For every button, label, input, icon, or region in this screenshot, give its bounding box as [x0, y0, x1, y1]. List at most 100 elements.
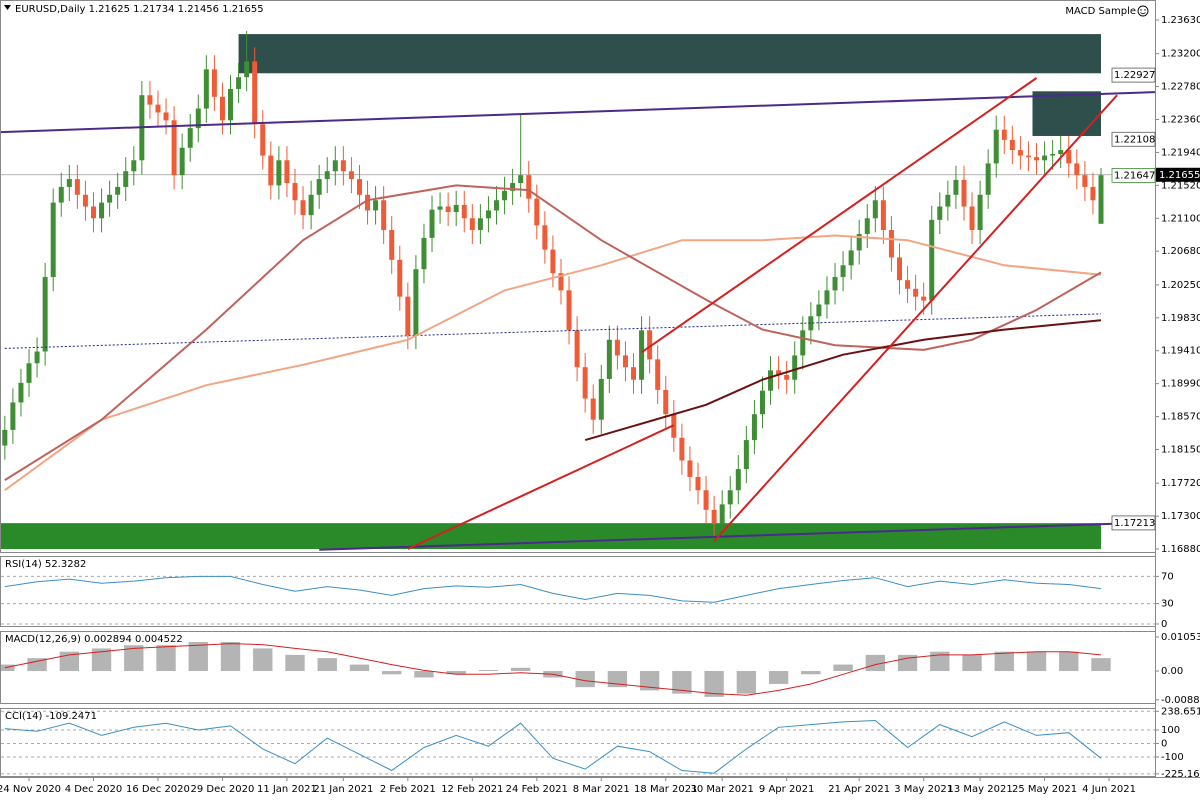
histogram-bar — [962, 654, 982, 672]
candle-body — [115, 186, 121, 195]
histogram-bar — [736, 671, 757, 694]
candle-body — [66, 179, 72, 187]
panel-frame — [0, 556, 1156, 627]
candle-body — [808, 316, 814, 331]
indicator-title: MACD(12,26,9) 0.002894 0.004522 — [5, 634, 183, 645]
overlay-line — [641, 77, 1038, 354]
x-tick-label: 3 May 2021 — [894, 784, 953, 795]
candle-body — [469, 218, 475, 231]
histogram-bar — [1, 664, 15, 672]
candle-body — [977, 194, 983, 231]
histogram-bar — [768, 671, 789, 684]
candle-body — [485, 210, 491, 219]
candle-body — [260, 124, 266, 156]
signal-line — [4, 643, 1102, 696]
candle-body — [945, 194, 951, 207]
candle-body — [2, 429, 8, 446]
candle-body — [598, 378, 604, 420]
expert-label: MACD Sample — [1065, 6, 1136, 17]
indicator-title: RSI(14) 52.3282 — [5, 559, 86, 570]
candle-body — [905, 280, 911, 289]
candle-body — [107, 194, 113, 203]
zone — [238, 34, 1101, 74]
y-tick-label: 238.6517 — [1161, 706, 1200, 717]
x-tick-label: 21 Apr 2021 — [828, 784, 890, 795]
histogram-bar — [188, 641, 208, 672]
chart-title: EURUSD,Daily 1.21625 1.21734 1.21456 1.2… — [15, 4, 264, 15]
x-tick-label: 16 Dec 2020 — [126, 784, 190, 795]
candle-body — [373, 200, 379, 211]
candle-body — [147, 95, 153, 105]
zone — [1, 523, 1101, 550]
candle-body — [647, 330, 653, 360]
candle-body — [308, 194, 314, 216]
candle-body — [252, 61, 258, 125]
candle-body — [1090, 186, 1096, 201]
candle-body — [896, 257, 902, 281]
candle-body — [776, 370, 782, 376]
x-tick-label: 25 May 2021 — [1012, 784, 1077, 795]
y-tick-label: 1.17720 — [1161, 478, 1200, 489]
candle-body — [558, 273, 564, 291]
candle-body — [42, 277, 48, 352]
candle-body — [284, 160, 290, 184]
candle-body — [381, 200, 387, 231]
x-tick-label: 13 May 2021 — [947, 784, 1012, 795]
symbol-menu-icon[interactable] — [4, 5, 11, 10]
candle-body — [477, 218, 483, 231]
expert-icon[interactable] — [1137, 5, 1149, 17]
candle-body — [228, 88, 234, 121]
candle-body — [219, 96, 225, 121]
histogram-bar — [865, 654, 885, 672]
panel-plot — [1, 710, 1155, 775]
histogram-bar — [156, 645, 176, 672]
panel-frame — [0, 0, 1156, 553]
candle-body — [292, 183, 298, 201]
candle-body — [74, 179, 80, 195]
y-tick-label: 1.20250 — [1161, 280, 1200, 291]
candle-body — [397, 259, 403, 297]
candle-body — [751, 414, 757, 441]
histogram-bar — [801, 671, 821, 675]
candle-body — [743, 440, 749, 470]
candle-body — [574, 330, 580, 368]
candle-body — [526, 175, 532, 199]
y-tick-label: 0 — [1161, 619, 1167, 630]
histogram-bar — [27, 658, 47, 672]
overlay-line — [4, 313, 1102, 349]
candle-body — [1034, 157, 1040, 161]
histogram-bar — [349, 664, 370, 672]
x-tick-label: 24 Feb 2021 — [506, 784, 568, 795]
panel-frame — [0, 631, 1156, 704]
candle-body — [1066, 150, 1072, 164]
y-tick-label: 1.23200 — [1161, 49, 1200, 60]
candle-body — [365, 194, 371, 211]
candle-body — [316, 179, 322, 195]
y-tick-label: -225.1602 — [1161, 769, 1200, 780]
candle-body — [405, 296, 411, 336]
overlay-line — [584, 319, 1102, 442]
histogram-bar — [446, 671, 466, 675]
y-tick-label: 1.22780 — [1161, 82, 1200, 93]
y-tick-label: 0.00 — [1161, 666, 1183, 677]
x-tick-label: 21 Jan 2021 — [313, 784, 373, 795]
candle-body — [163, 112, 169, 121]
histogram-bar — [994, 651, 1014, 672]
candle-body — [953, 179, 959, 195]
candle-body — [236, 77, 242, 89]
histogram-bar — [639, 671, 660, 691]
candle-body — [1082, 175, 1088, 187]
candle-body — [179, 147, 185, 176]
candle-body — [856, 233, 862, 251]
candle-body — [340, 160, 346, 172]
y-tick-label: 70 — [1161, 571, 1174, 582]
x-tick-label: 8 Mar 2021 — [573, 784, 630, 795]
y-tick-label: -100 — [1161, 752, 1184, 763]
candle-body — [864, 218, 870, 234]
y-tick-label: -0.008899 — [1161, 695, 1200, 706]
candle-body — [421, 237, 427, 270]
candle-body — [18, 382, 24, 403]
candle-body — [703, 490, 709, 510]
candle-body — [1001, 129, 1007, 140]
